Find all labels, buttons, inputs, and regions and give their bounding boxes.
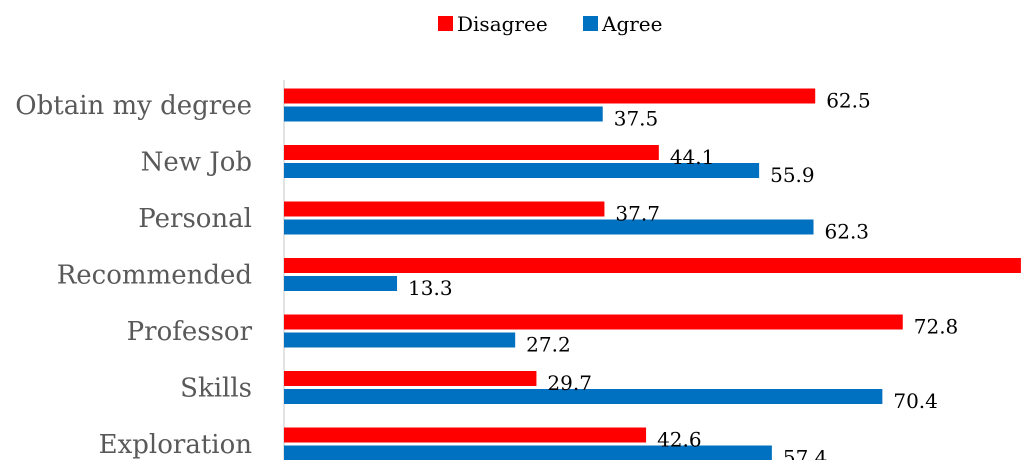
value-label-agree-skills: 70.4 bbox=[893, 389, 938, 413]
category-label-exploration: Exploration bbox=[99, 430, 253, 460]
legend: Disagree Agree bbox=[438, 12, 662, 36]
category-labels: Obtain my degree New Job Personal Recommend… bbox=[15, 91, 252, 460]
bar-disagree-skills bbox=[284, 371, 537, 386]
value-labels: 62.537.544.155.937.762.386.713.372.827.2… bbox=[408, 89, 959, 460]
value-label-disagree-skills: 29.7 bbox=[547, 371, 592, 395]
bar-disagree-recommended bbox=[284, 258, 1021, 273]
bar-disagree-professor bbox=[284, 314, 903, 330]
bar-disagree-new-job bbox=[284, 145, 659, 160]
legend-swatch-agree bbox=[583, 16, 598, 31]
bar-disagree-obtain-my-degree bbox=[284, 88, 816, 104]
category-label-new-job: New Job bbox=[141, 148, 252, 178]
bar-disagree-exploration bbox=[284, 427, 647, 443]
value-label-disagree-obtain-my-degree: 62.5 bbox=[826, 89, 871, 113]
value-label-disagree-personal: 37.7 bbox=[615, 202, 660, 226]
legend-label-agree: Agree bbox=[601, 12, 662, 36]
category-label-personal: Personal bbox=[138, 204, 252, 234]
legend-swatch-disagree bbox=[438, 16, 453, 31]
value-label-disagree-new-job: 44.1 bbox=[670, 145, 715, 169]
value-label-disagree-professor: 72.8 bbox=[914, 315, 959, 339]
bar-agree-obtain-my-degree bbox=[284, 106, 603, 122]
value-label-agree-professor: 27.2 bbox=[526, 333, 571, 357]
bars bbox=[284, 88, 1021, 460]
category-label-professor: Professor bbox=[127, 317, 253, 347]
legend-label-disagree: Disagree bbox=[457, 12, 548, 36]
bar-agree-professor bbox=[284, 332, 516, 348]
bar-disagree-personal bbox=[284, 201, 605, 217]
bar-agree-recommended bbox=[284, 276, 398, 291]
category-label-recommended: Recommended bbox=[57, 261, 252, 291]
bar-agree-exploration bbox=[284, 445, 772, 460]
category-label-obtain-my-degree: Obtain my degree bbox=[15, 91, 252, 121]
value-label-disagree-exploration: 42.6 bbox=[657, 428, 702, 452]
value-label-agree-personal: 62.3 bbox=[825, 220, 870, 244]
bar-agree-skills bbox=[284, 389, 883, 404]
value-label-agree-obtain-my-degree: 37.5 bbox=[614, 107, 659, 131]
value-label-agree-recommended: 13.3 bbox=[408, 276, 453, 300]
bar-agree-personal bbox=[284, 219, 814, 235]
value-label-agree-new-job: 55.9 bbox=[770, 163, 815, 187]
bar-agree-new-job bbox=[284, 163, 760, 178]
value-label-agree-exploration: 57.4 bbox=[783, 446, 828, 460]
category-label-skills: Skills bbox=[180, 374, 252, 404]
